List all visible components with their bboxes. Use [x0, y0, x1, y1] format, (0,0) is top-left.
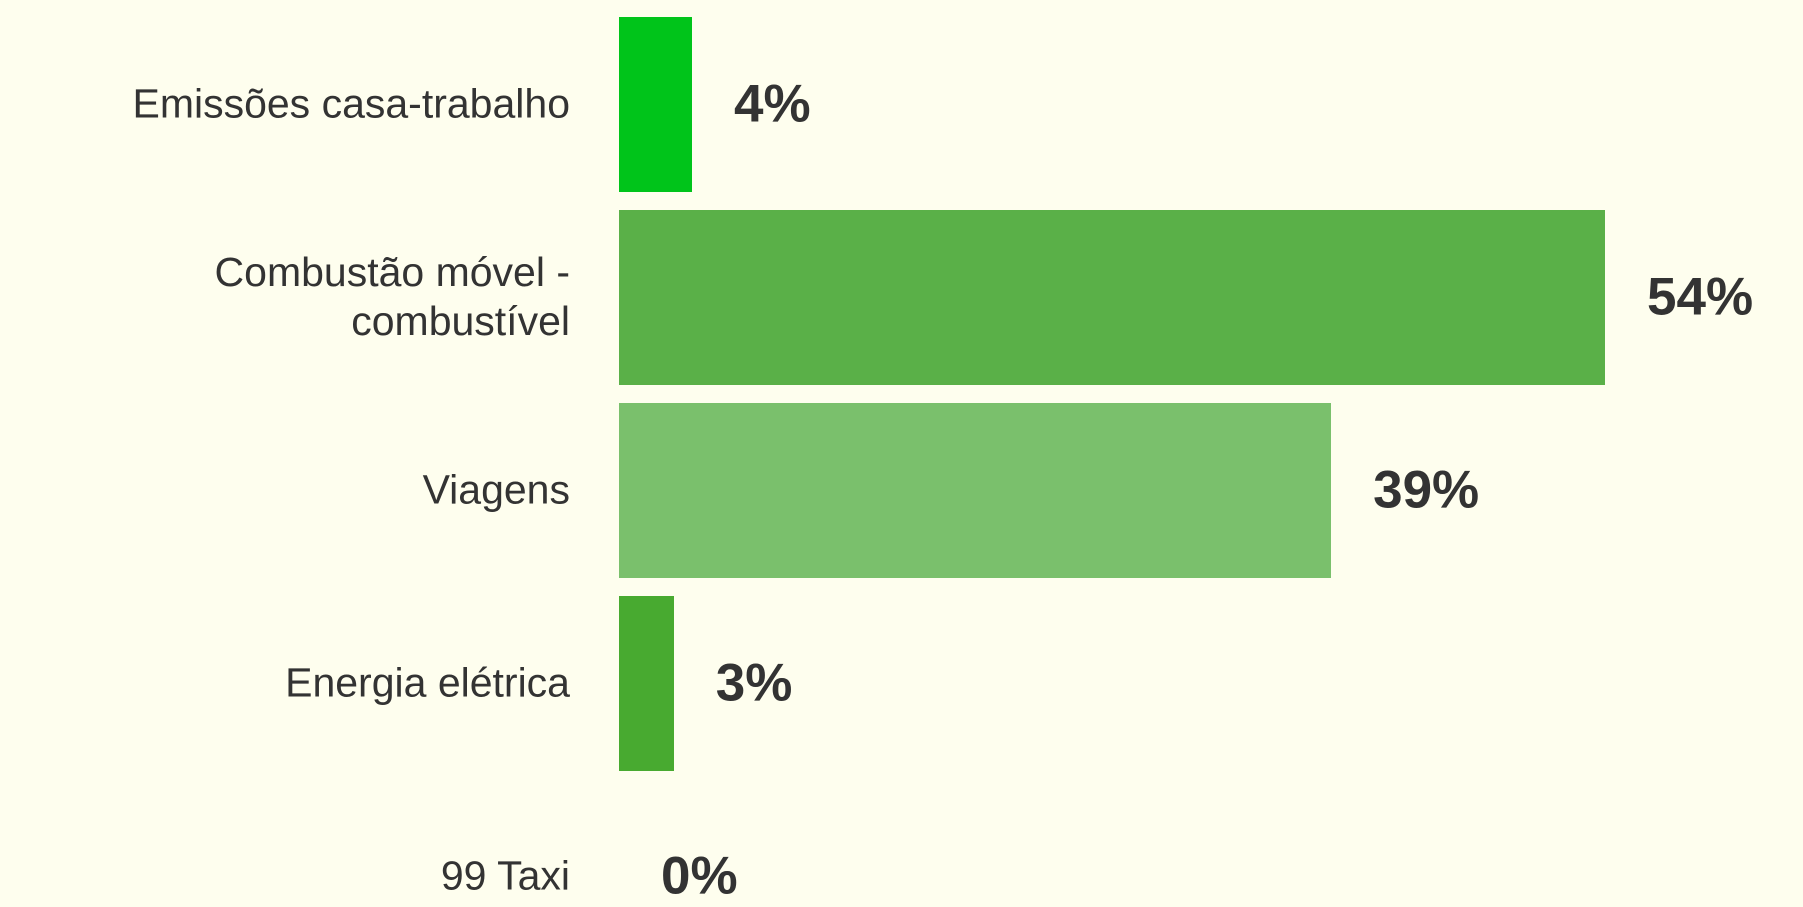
category-label: Emissões casa-trabalho — [132, 80, 570, 127]
bar — [619, 16, 693, 192]
value-label: 0% — [661, 846, 738, 906]
category-label: Viagens — [422, 466, 570, 513]
value-label: 4% — [734, 74, 811, 134]
category-label: Combustão móvel - combustível — [214, 248, 570, 344]
bar — [619, 402, 1332, 578]
category-label: Energia elétrica — [285, 659, 570, 706]
value-label: 3% — [715, 653, 793, 713]
bar — [619, 209, 1605, 385]
value-label: 39% — [1373, 460, 1480, 520]
value-label: 54% — [1647, 267, 1754, 327]
bar — [619, 595, 674, 771]
category-label: 99 Taxi — [440, 852, 570, 899]
